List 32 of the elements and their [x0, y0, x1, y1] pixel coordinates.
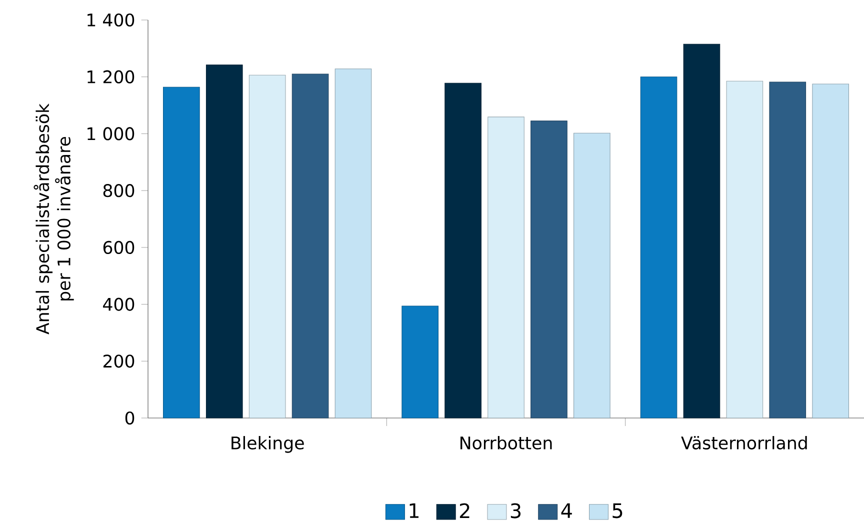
- y-tick-label: 1 000: [88, 127, 134, 140]
- bar: [812, 84, 849, 418]
- y-tick-label: 600: [103, 240, 134, 254]
- legend-label: 2: [460, 503, 470, 518]
- x-tick-label: Blekinge: [232, 436, 304, 453]
- bar: [683, 44, 720, 418]
- bar: [769, 82, 806, 418]
- y-tick-label: 800: [103, 184, 134, 198]
- y-tick-label: 1 200: [88, 70, 134, 84]
- bar: [334, 68, 372, 418]
- legend-label: 1: [410, 503, 418, 518]
- legend-label: 3: [510, 503, 521, 518]
- bar: [444, 82, 482, 418]
- bar: [640, 76, 678, 418]
- y-tick-label: 0: [125, 411, 134, 425]
- bar: [574, 132, 610, 418]
- x-tick-label: Norrbotten: [460, 436, 552, 450]
- legend-label: 5: [612, 503, 622, 518]
- bar: [726, 80, 764, 418]
- bar: [163, 86, 200, 418]
- x-tick-label: Västernorrland: [681, 436, 807, 450]
- bar: [206, 64, 243, 418]
- bar: [248, 74, 286, 418]
- bar: [402, 306, 438, 418]
- y-axis-title: Antal specialistvårdsbesök per 1 000 invånare: [34, 103, 74, 334]
- y-tick-label: 1 400: [88, 13, 134, 27]
- bar: [530, 120, 568, 418]
- bar: [488, 116, 524, 418]
- y-tick-label: 200: [103, 354, 134, 368]
- bar: [292, 74, 329, 418]
- y-tick-label: 400: [103, 298, 134, 311]
- legend-label: 4: [561, 503, 572, 518]
